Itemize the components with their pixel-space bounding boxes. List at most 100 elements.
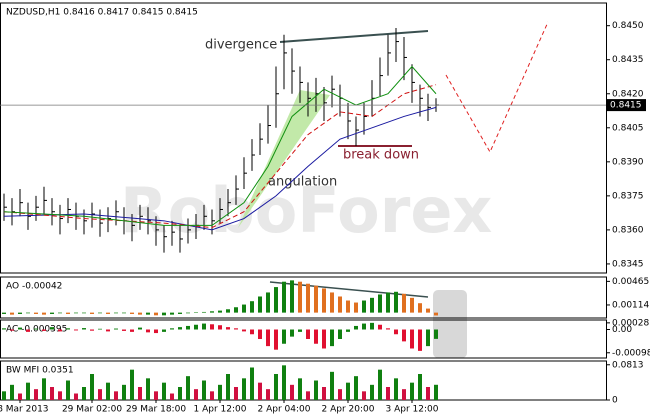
indicator-bar [2, 328, 6, 330]
indicator-bar [170, 328, 174, 330]
indicator-bar [82, 312, 86, 314]
y-tick-label: -0.00098 [612, 348, 650, 358]
indicator-bar [314, 380, 318, 400]
indicator-bar [338, 329, 342, 339]
indicator-bar [106, 312, 110, 314]
annotation: divergence [205, 38, 277, 53]
indicator-bar [2, 391, 6, 400]
panel-frame [0, 319, 607, 359]
indicator-bar [74, 329, 78, 331]
indicator-bar [306, 283, 310, 313]
indicator-bar [234, 387, 238, 400]
y-tick-label: 0.8435 [612, 55, 644, 65]
indicator-bar [266, 292, 270, 313]
y-tick-label: 0.0813 [612, 360, 644, 370]
indicator-bar [426, 308, 430, 313]
indicator-bar [282, 365, 286, 400]
y-tick-label: 0.00 [612, 325, 632, 335]
indicator-bar [402, 329, 406, 342]
indicator-bar [146, 312, 150, 315]
indicator-bar [2, 312, 6, 314]
indicator-bar [370, 297, 374, 313]
indicator-bar [306, 329, 310, 339]
indicator-bar [162, 382, 166, 400]
x-tick-label: 2 Apr 04:00 [258, 405, 311, 415]
indicator-bar [122, 312, 126, 314]
indicator-bar [98, 389, 102, 400]
indicator-bar [386, 328, 390, 330]
indicator-bar [90, 374, 94, 400]
annotation: angulation [268, 175, 337, 190]
panel-frame [0, 276, 607, 319]
indicator-bar [82, 387, 86, 400]
highlight-box [433, 290, 467, 358]
indicator-bar [274, 287, 278, 313]
panel-title: NZDUSD,H1 0.8416 0.8417 0.8415 0.8415 [6, 8, 198, 18]
last-price-box [606, 99, 646, 112]
indicator-bar [146, 378, 150, 400]
indicator-bar [226, 327, 230, 330]
y-tick-label: 0.8420 [612, 89, 644, 99]
indicator-bar [130, 369, 134, 400]
indicator-bar [290, 329, 294, 337]
indicator-bar [234, 307, 238, 313]
indicator-bar [434, 329, 438, 339]
indicator-bar [434, 384, 438, 400]
indicator-bar [90, 312, 94, 314]
indicator-bar [346, 300, 350, 313]
indicator-bar [346, 329, 350, 332]
indicator-bar [162, 312, 166, 316]
indicator-bar [154, 329, 158, 334]
panel-frame [0, 360, 607, 401]
divergence-line [279, 30, 429, 43]
angulation-area [238, 90, 330, 228]
indicator-bar [90, 329, 94, 331]
indicator-bar [194, 389, 198, 400]
indicator-bar [274, 329, 278, 350]
indicator-bar [354, 325, 358, 330]
x-tick-label: 2 Apr 20:00 [322, 405, 375, 415]
indicator-bar [42, 312, 46, 315]
indicator-bar [194, 324, 198, 330]
indicator-bar [354, 376, 358, 400]
indicator-bar [410, 297, 414, 313]
indicator-bar [322, 288, 326, 313]
indicator-bar [178, 327, 182, 330]
indicator-bar [42, 329, 46, 331]
indicator-bar [410, 329, 414, 349]
indicator-bar [258, 329, 262, 339]
x-tick-label: 1 Apr 12:00 [194, 405, 247, 415]
indicator-bar [250, 301, 254, 313]
indicator-bar [434, 312, 438, 316]
y-tick-label: 0.00465 [612, 277, 649, 287]
indicator-bar [306, 391, 310, 400]
panel-frame [0, 2, 607, 274]
indicator-bar [242, 304, 246, 313]
indicator-bar [50, 312, 54, 314]
indicator-bar [394, 291, 398, 313]
y-tick-label: 0.8450 [612, 21, 644, 31]
indicator-bar [66, 328, 70, 330]
indicator-bar [10, 329, 14, 331]
indicator-bar [234, 328, 238, 330]
indicator-bar [282, 281, 286, 313]
indicator-bar [10, 384, 14, 400]
indicator-bar [290, 384, 294, 400]
indicator-bar [330, 329, 334, 347]
indicator-bar [202, 311, 206, 313]
indicator-bar [362, 323, 366, 330]
indicator-bar [322, 329, 326, 349]
indicator-bar [26, 312, 30, 314]
indicator-bar [170, 312, 174, 315]
indicator-bar [66, 312, 70, 314]
y-tick-label: 0.00028 [612, 318, 649, 328]
indicator-bar [290, 280, 294, 313]
indicator-bar [26, 329, 30, 332]
indicator-bar [34, 328, 38, 330]
indicator-bar [34, 389, 38, 400]
indicator-bar [330, 371, 334, 400]
watermark: RoboForex [120, 174, 492, 247]
indicator-bar [218, 384, 222, 400]
last-price-label: 0.8415 [610, 101, 642, 111]
